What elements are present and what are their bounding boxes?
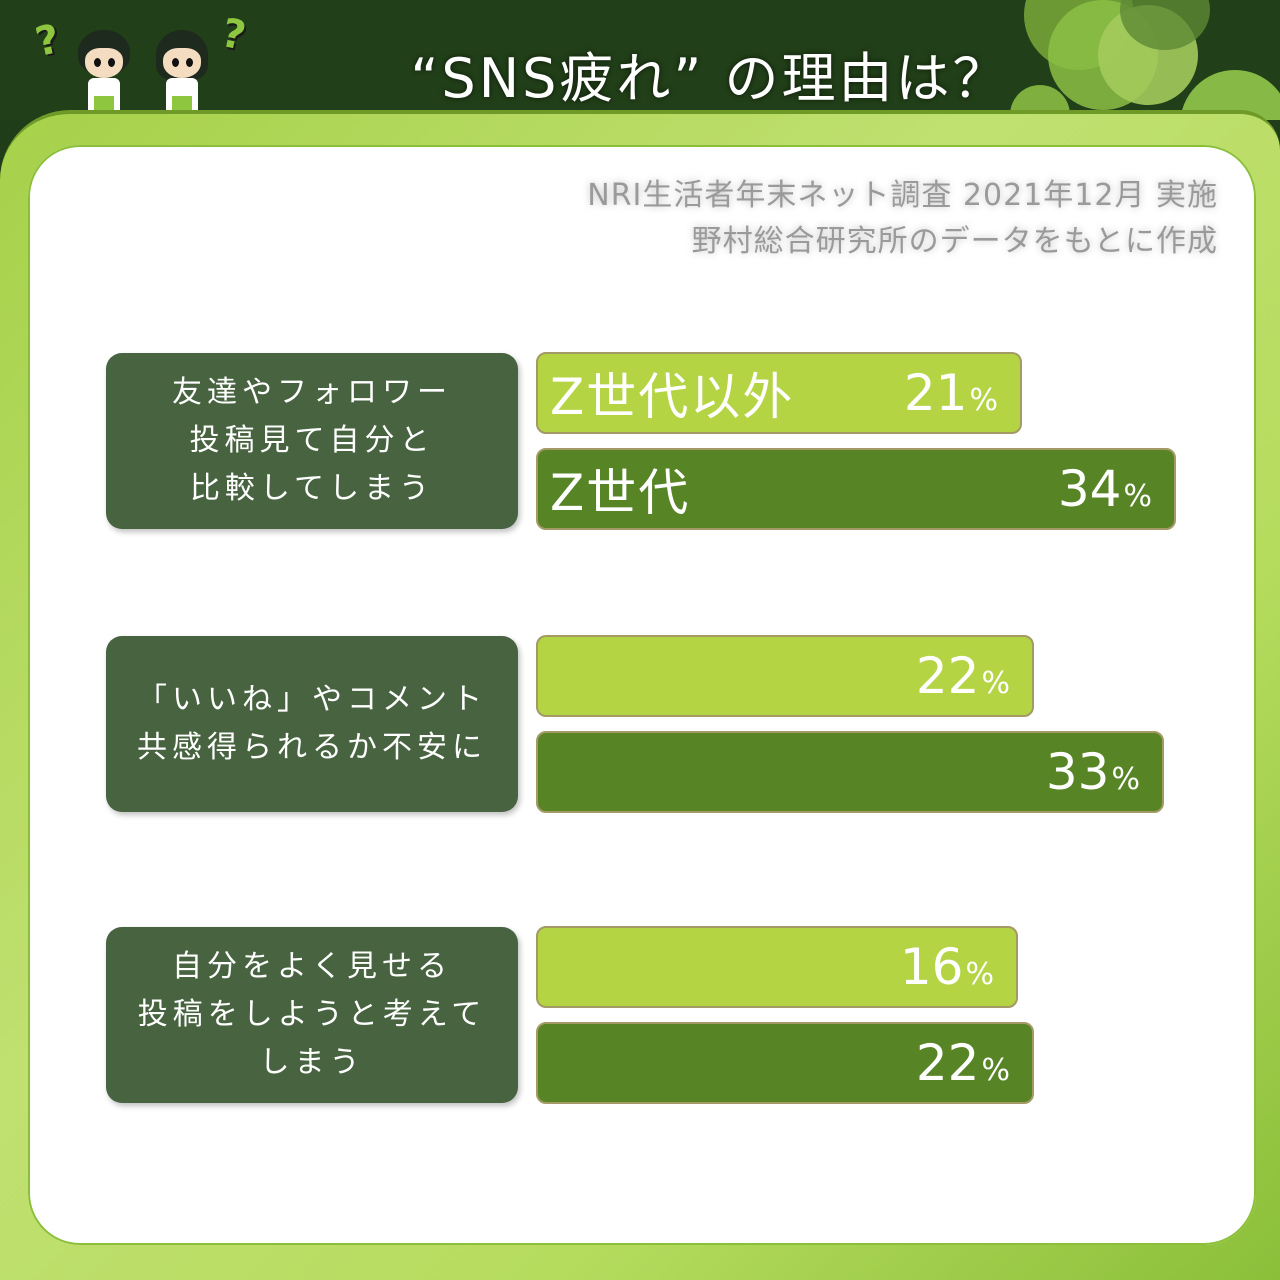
label-line: 投稿見て自分と: [189, 423, 435, 458]
label-line: 「いいね」やコメント: [137, 682, 487, 717]
label-line: 友達やフォロワー: [172, 375, 452, 410]
label-line: しまう: [259, 1045, 365, 1080]
label-line: 共感得られるか不安に: [137, 730, 487, 765]
source-line-1: NRI生活者年末ネット調査 2021年12月 実施: [587, 178, 1218, 213]
source-note: NRI生活者年末ネット調査 2021年12月 実施 野村総合研究所のデータをもと…: [587, 173, 1218, 265]
series-label: Z世代: [550, 464, 691, 522]
series-label: Z世代以外: [550, 368, 795, 426]
percent-value: 21%: [903, 364, 998, 422]
bar-gen-z: 33%: [536, 731, 1164, 813]
percent-value: 22%: [915, 1034, 1010, 1092]
header-band: ? ? “SNS疲れ” の理由は？: [0, 0, 1280, 120]
category-label: 自分をよく見せる 投稿をしようと考えて しまう: [106, 927, 518, 1103]
bar-gen-z: 22%: [536, 1022, 1034, 1104]
page-title: “SNS疲れ” の理由は？: [410, 47, 1010, 110]
bar-non-gen-z: 16%: [536, 926, 1018, 1008]
bar-non-gen-z: Z世代以外 21%: [536, 352, 1022, 434]
label-line: 自分をよく見せる: [172, 949, 452, 984]
label-line: 投稿をしようと考えて: [137, 997, 487, 1032]
category-label: 友達やフォロワー 投稿見て自分と 比較してしまう: [106, 353, 518, 529]
label-line: 比較してしまう: [189, 471, 435, 506]
percent-value: 16%: [899, 938, 994, 996]
category-label: 「いいね」やコメント 共感得られるか不安に: [106, 636, 518, 812]
percent-value: 33%: [1045, 743, 1140, 801]
percent-value: 22%: [915, 647, 1010, 705]
source-line-2: 野村総合研究所のデータをもとに作成: [691, 224, 1218, 259]
bar-gen-z: Z世代 34%: [536, 448, 1176, 530]
girl-character-icon: [152, 22, 212, 112]
boy-character-icon: [74, 22, 134, 112]
bar-non-gen-z: 22%: [536, 635, 1034, 717]
percent-value: 34%: [1057, 460, 1152, 518]
